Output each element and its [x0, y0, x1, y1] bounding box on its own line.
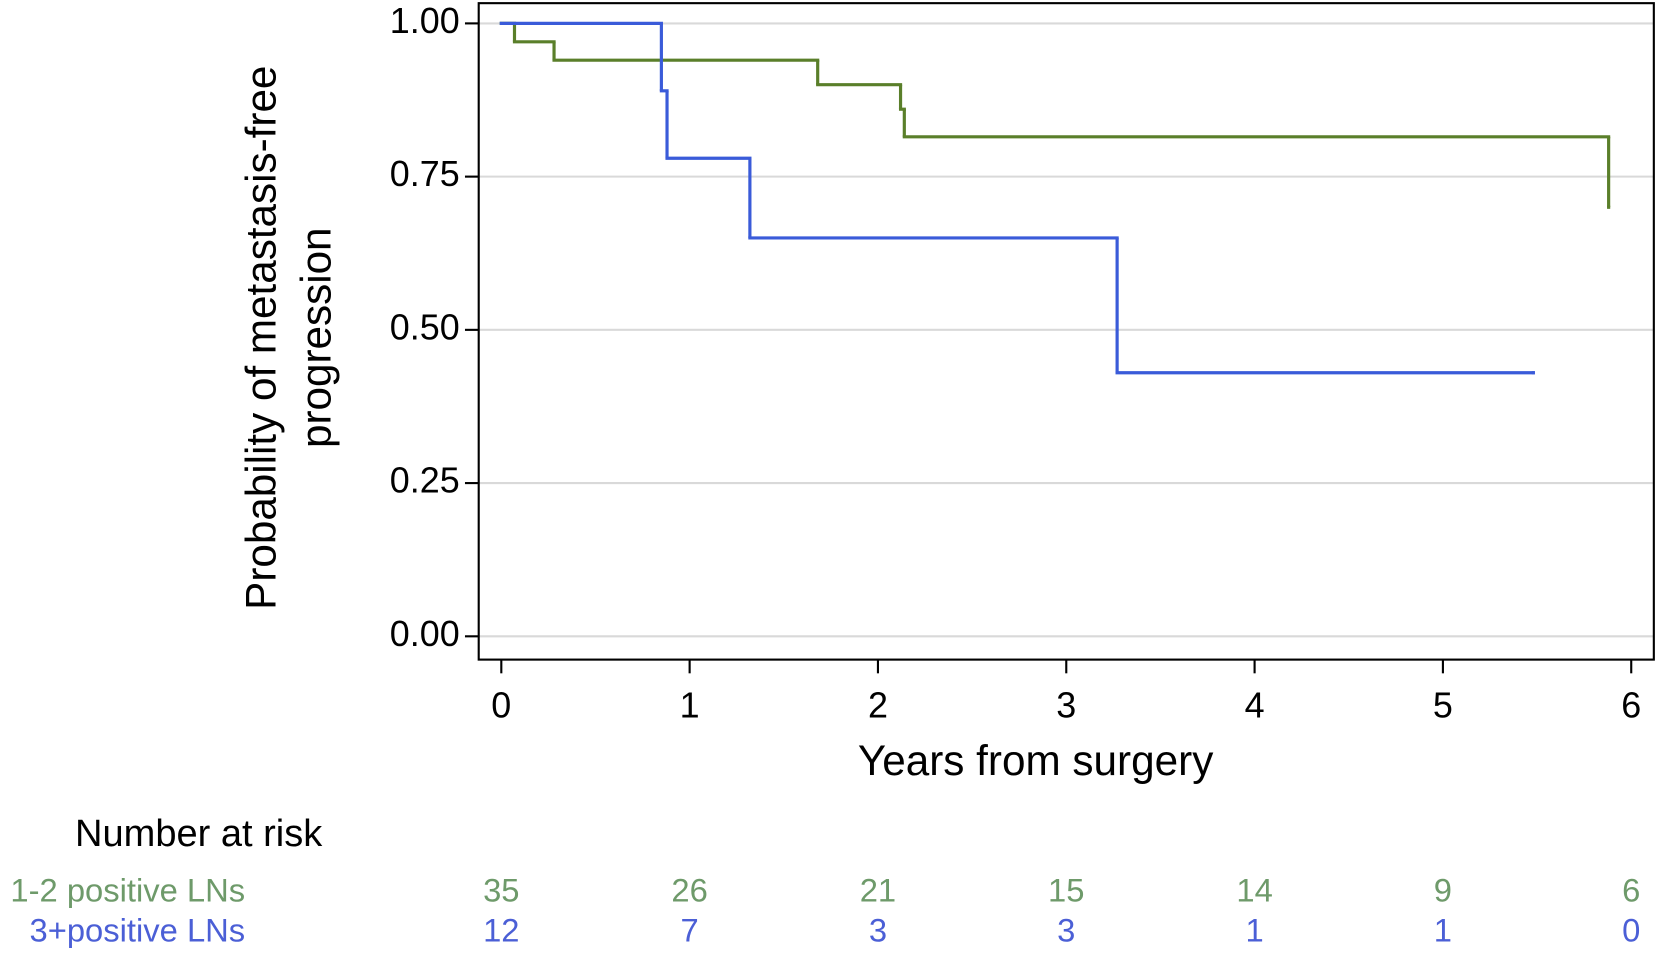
y-tick-label: 0.50 — [390, 307, 460, 347]
risk-count: 3 — [869, 912, 887, 949]
x-tick-label: 0 — [491, 686, 511, 726]
risk-count: 1 — [1245, 912, 1263, 949]
risk-count: 3 — [1057, 912, 1075, 949]
risk-count: 6 — [1622, 871, 1640, 908]
x-tick-label: 6 — [1621, 686, 1641, 726]
y-axis-title: Probability of metastasis-free — [237, 66, 284, 610]
x-tick-label: 1 — [680, 686, 700, 726]
x-tick-label: 4 — [1245, 686, 1265, 726]
risk-count: 14 — [1236, 871, 1272, 908]
x-tick-label: 3 — [1056, 686, 1076, 726]
plot-frame — [477, 2, 1655, 661]
risk-row-label: 3+positive LNs — [30, 912, 246, 949]
risk-count: 35 — [483, 871, 519, 908]
y-axis-title: progression — [292, 227, 339, 448]
risk-count: 1 — [1434, 912, 1452, 949]
x-tick-label: 2 — [868, 686, 888, 726]
risk-count: 15 — [1048, 871, 1084, 908]
risk-count: 0 — [1622, 912, 1640, 949]
y-tick-label: 0.75 — [390, 154, 460, 194]
risk-table-title: Number at risk — [75, 813, 323, 855]
x-tick-label: 5 — [1433, 686, 1453, 726]
risk-count: 9 — [1434, 871, 1452, 908]
x-axis-title: Years from surgery — [858, 737, 1214, 784]
y-tick-label: 0.00 — [390, 614, 460, 654]
y-tick-label: 0.25 — [390, 461, 460, 501]
risk-count: 12 — [483, 912, 519, 949]
risk-count: 26 — [671, 871, 707, 908]
risk-count: 7 — [681, 912, 699, 949]
risk-count: 21 — [860, 871, 896, 908]
y-tick-label: 1.00 — [390, 1, 460, 41]
risk-row-label: 1-2 positive LNs — [10, 871, 245, 908]
